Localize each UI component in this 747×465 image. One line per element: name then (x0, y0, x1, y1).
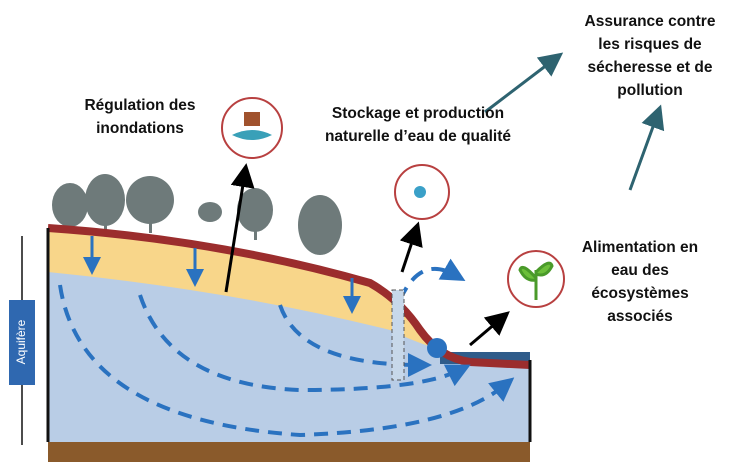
label-line: inondations (96, 120, 184, 137)
infiltration (83, 236, 361, 314)
label-line: eau des (611, 262, 669, 279)
bedrock (48, 442, 530, 462)
label-line: Stockage et production (332, 105, 504, 122)
teal-arrows (484, 52, 665, 191)
label-line: pollution (617, 82, 682, 99)
well (391, 289, 405, 381)
unsaturated-zone (48, 228, 440, 350)
regulation-label: Régulation des inondations (84, 97, 195, 137)
trees (52, 174, 342, 255)
label-line: les risques de (598, 36, 702, 53)
aquifer-tag (9, 300, 35, 385)
label-line: Alimentation en (582, 239, 698, 256)
label-line: naturelle d’eau de qualité (325, 128, 511, 145)
label-line: sécheresse et de (588, 59, 713, 76)
label-line: écosystèmes (591, 285, 688, 302)
plant-icon (518, 261, 554, 300)
arrows (224, 163, 510, 347)
label-line: Régulation des (84, 97, 195, 114)
spring (427, 338, 447, 358)
label-line: associés (607, 308, 673, 325)
stockage-label: Stockage et production naturelle d’eau de… (325, 105, 511, 145)
aquifer-label: Aquifère (14, 319, 28, 364)
drop-icon (414, 186, 426, 198)
block-edge (46, 228, 532, 442)
assurance-label: Assurance contre les risques de sécheresse… (585, 13, 716, 99)
house-icon (244, 112, 260, 126)
water-icon (232, 130, 272, 140)
label-line: Assurance contre (585, 13, 716, 30)
alimentation-label: Alimentation en eau des écosystèmes associé… (582, 239, 698, 325)
